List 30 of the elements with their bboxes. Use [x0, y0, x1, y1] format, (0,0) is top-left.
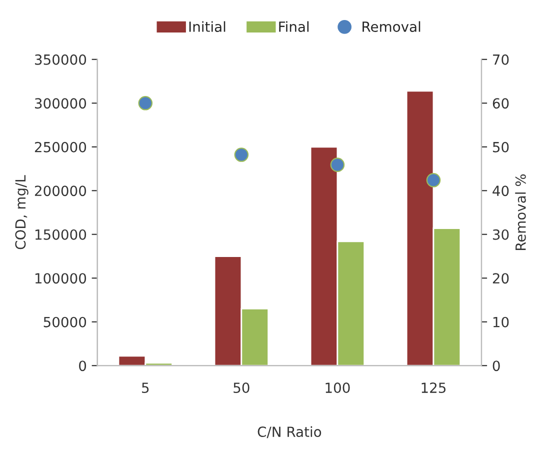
y2-axis-title: Removal %	[515, 174, 526, 250]
point	[234, 148, 249, 162]
y2-tick-label: 0	[492, 360, 500, 372]
y2-tick-label: 30	[492, 229, 509, 240]
y-tick-label: 50000	[44, 316, 86, 328]
x-tick-label: 125	[422, 382, 446, 394]
y-tick-label: 200000	[34, 186, 86, 196]
x-axis-title: C/N Ratio	[258, 426, 322, 438]
y-tick-label: 350000	[35, 54, 86, 65]
y-axis-title: COD, mg/L	[15, 175, 28, 250]
point	[138, 96, 153, 110]
y2-tick-label: 50	[492, 142, 509, 152]
y2-tick-label: 20	[492, 273, 509, 284]
y-tick-label: 150000	[35, 229, 86, 240]
y2-tick-label: 60	[492, 98, 509, 109]
y-tick-label: 0	[79, 360, 86, 372]
legend-label: Removal	[362, 21, 420, 32]
point	[426, 172, 441, 188]
y2-tick-label: 40	[492, 186, 509, 196]
y-tick-label: 100000	[35, 273, 86, 284]
x-tick-label: 50	[234, 382, 250, 394]
point	[330, 158, 345, 172]
legend-label: Final	[279, 21, 309, 32]
x-tick-label: 100	[326, 382, 350, 394]
y-tick-label: 300000	[35, 98, 86, 109]
x-tick-label: 5	[142, 382, 149, 394]
y2-tick-label: 70	[493, 54, 509, 65]
y-tick-label: 250000	[34, 142, 86, 152]
y2-tick-label: 10	[493, 316, 509, 328]
legend-label: Initial	[189, 21, 226, 32]
